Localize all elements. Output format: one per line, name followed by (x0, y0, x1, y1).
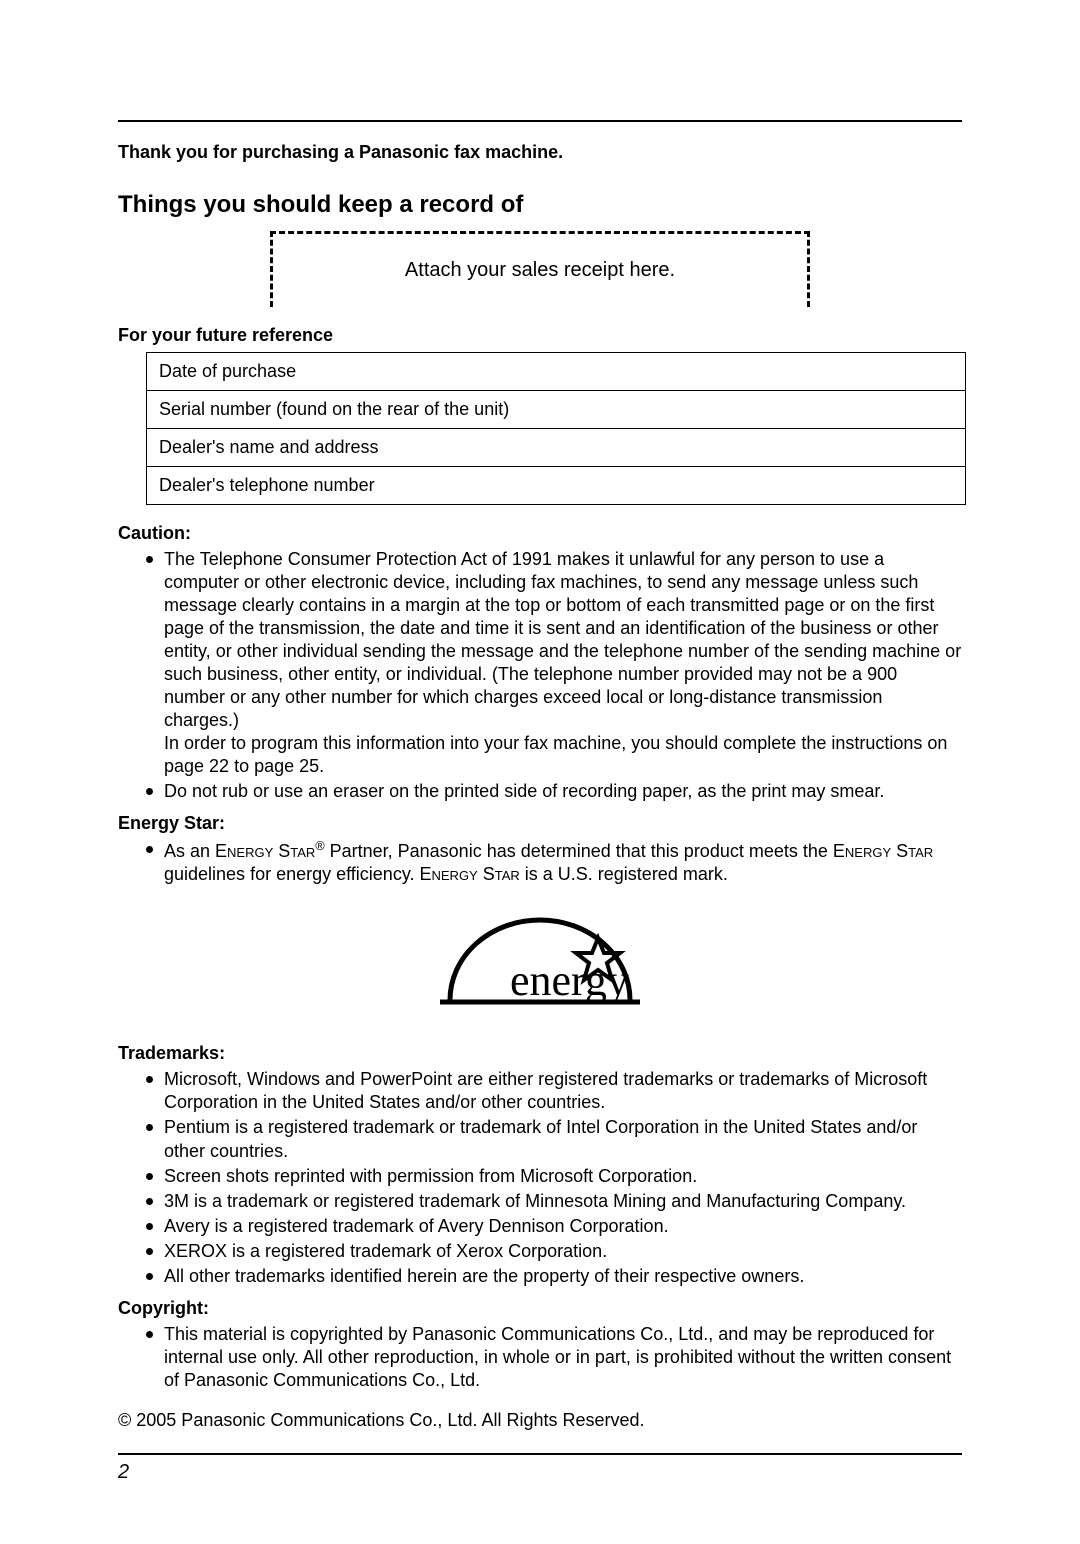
receipt-text: Attach your sales receipt here. (405, 259, 675, 282)
trademark-item: Microsoft, Windows and PowerPoint are ei… (146, 1068, 962, 1114)
copyright-list: This material is copyrighted by Panasoni… (118, 1323, 962, 1392)
trademark-item: Screen shots reprinted with permission f… (146, 1165, 962, 1188)
es-text: Energy Star (215, 841, 315, 861)
footer-rule: 2 (118, 1453, 962, 1484)
caution-item: Do not rub or use an eraser on the print… (146, 780, 962, 803)
energy-star-list: As an Energy Star® Partner, Panasonic ha… (118, 838, 962, 886)
es-text: guidelines for energy efficiency. (164, 864, 419, 884)
caution-list: The Telephone Consumer Protection Act of… (118, 548, 962, 803)
trademark-item: All other trademarks identified herein a… (146, 1265, 962, 1288)
things-heading: Things you should keep a record of (118, 191, 962, 219)
copyright-line: © 2005 Panasonic Communications Co., Ltd… (118, 1410, 962, 1431)
energy-star-logo: energy (118, 900, 962, 1025)
future-heading: For your future reference (118, 325, 962, 346)
energy-star-heading: Energy Star: (118, 813, 962, 834)
es-text: is a U.S. registered mark. (520, 864, 728, 884)
reference-row: Dealer's name and address (147, 429, 965, 467)
es-text: As an (164, 841, 215, 861)
trademark-item: Pentium is a registered trademark or tra… (146, 1116, 962, 1162)
energy-star-item: As an Energy Star® Partner, Panasonic ha… (146, 838, 962, 886)
reference-row: Dealer's telephone number (147, 467, 965, 504)
registered-icon: ® (315, 839, 324, 853)
es-text: Partner, Panasonic has determined that t… (325, 841, 833, 861)
trademark-item: XEROX is a registered trademark of Xerox… (146, 1240, 962, 1263)
energy-star-icon: energy (430, 900, 650, 1020)
reference-table: Date of purchase Serial number (found on… (146, 352, 966, 505)
trademark-item: Avery is a registered trademark of Avery… (146, 1215, 962, 1238)
trademarks-heading: Trademarks: (118, 1043, 962, 1064)
reference-row: Date of purchase (147, 353, 965, 391)
trademarks-list: Microsoft, Windows and PowerPoint are ei… (118, 1068, 962, 1287)
top-rule (118, 120, 962, 122)
copyright-heading: Copyright: (118, 1298, 962, 1319)
receipt-box: Attach your sales receipt here. (270, 231, 810, 307)
manual-page: Thank you for purchasing a Panasonic fax… (0, 0, 1080, 1544)
copyright-item: This material is copyrighted by Panasoni… (146, 1323, 962, 1392)
thank-you-text: Thank you for purchasing a Panasonic fax… (118, 142, 962, 163)
caution-item: The Telephone Consumer Protection Act of… (146, 548, 962, 778)
es-text: Energy Star (419, 864, 519, 884)
page-number: 2 (118, 1461, 129, 1483)
es-text: Energy Star (833, 841, 933, 861)
reference-row: Serial number (found on the rear of the … (147, 391, 965, 429)
caution-heading: Caution: (118, 523, 962, 544)
trademark-item: 3M is a trademark or registered trademar… (146, 1190, 962, 1213)
